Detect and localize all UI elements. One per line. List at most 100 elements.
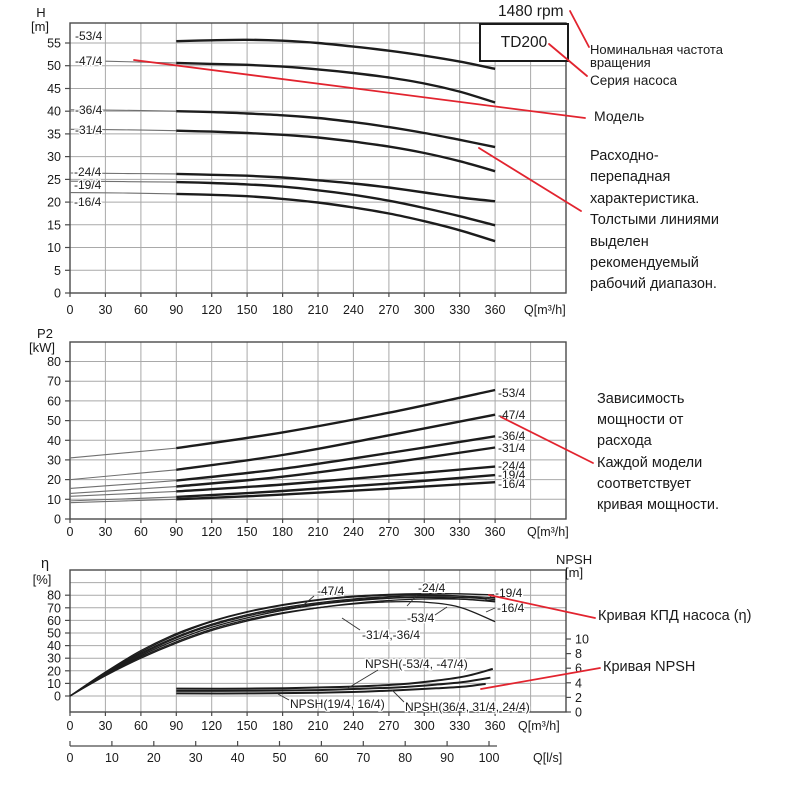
chart-power-flow: 0 30 60 90 120 150 180 210 240 270 300 330 360 0 10 20 3… bbox=[29, 326, 569, 539]
x-tick-label: 270 bbox=[378, 303, 399, 317]
ls-tick-label: 50 bbox=[273, 751, 287, 765]
x-tick-label: 270 bbox=[378, 719, 399, 733]
annotation-flow-head-curve: Расходно- перепадная характеристика. Тол… bbox=[590, 148, 719, 293]
annotation-model: Модель bbox=[594, 108, 645, 124]
curve-thin--19/4 bbox=[69, 496, 177, 502]
x-tick-label: 60 bbox=[134, 719, 148, 733]
curve--31/4 bbox=[176, 129, 496, 173]
curve-label: -47/4 bbox=[498, 408, 526, 422]
curve--31/4 bbox=[176, 446, 496, 488]
x-axis-unit-label: Q[m³/h] bbox=[527, 525, 569, 539]
y-tick-label: 70 bbox=[47, 601, 61, 615]
x-tick-label: 210 bbox=[308, 525, 329, 539]
curve--19/4 bbox=[176, 180, 496, 227]
curve--19/4 bbox=[176, 473, 496, 499]
x-tick-label: 120 bbox=[201, 719, 222, 733]
x-tick-label: 120 bbox=[201, 303, 222, 317]
y-tick-label: 0 bbox=[54, 690, 61, 704]
y-tick-label: 35 bbox=[47, 127, 61, 141]
x-tick-label: 240 bbox=[343, 303, 364, 317]
y-tick-label: 50 bbox=[47, 627, 61, 641]
x-tick-label: 120 bbox=[201, 525, 222, 539]
y-tick-label: 10 bbox=[47, 241, 61, 255]
curve--47/4 bbox=[176, 61, 496, 104]
x-tick-label: 180 bbox=[272, 525, 293, 539]
y-tick-label: 20 bbox=[47, 664, 61, 678]
y-tick-label: 30 bbox=[47, 150, 61, 164]
curve-thin--36/4 bbox=[69, 480, 177, 490]
curve-label: -16/4 bbox=[497, 601, 525, 615]
x-axis-unit-label: Q[m³/h] bbox=[524, 303, 566, 317]
y-axis-title: P2 bbox=[37, 326, 53, 341]
curve-label: -24/4 bbox=[74, 165, 102, 179]
x-tick-label: 360 bbox=[485, 303, 506, 317]
curve--36/4 bbox=[176, 435, 496, 482]
npsh-tick-label: 6 bbox=[575, 662, 582, 676]
curve-label: -31/4 bbox=[498, 441, 526, 455]
ls-tick-label: 0 bbox=[67, 751, 74, 765]
curve-label: -53/4 bbox=[75, 29, 103, 43]
npsh-curve bbox=[176, 676, 491, 692]
x-tick-label: 90 bbox=[169, 719, 183, 733]
y-tick-label: 5 bbox=[54, 264, 61, 278]
annotation-nominal-speed: Номинальная частота вращения bbox=[590, 42, 723, 70]
curve-thin--19/4 bbox=[69, 180, 177, 183]
x-tick-label: 330 bbox=[449, 303, 470, 317]
x-tick-label: 360 bbox=[485, 719, 506, 733]
x-tick-label: 150 bbox=[237, 525, 258, 539]
y-tick-label: 0 bbox=[54, 513, 61, 527]
npsh-curve bbox=[176, 667, 494, 690]
y-tick-label: 60 bbox=[47, 394, 61, 408]
pump-series-box: TD200 bbox=[479, 23, 569, 62]
y-axis-title: H bbox=[36, 5, 45, 20]
x-tick-label: 30 bbox=[98, 303, 112, 317]
ls-tick-label: 90 bbox=[440, 751, 454, 765]
curve-thin--24/4 bbox=[69, 490, 177, 497]
ls-tick-label: 30 bbox=[189, 751, 203, 765]
y-tick-label: 20 bbox=[47, 196, 61, 210]
curve--24/4 bbox=[176, 172, 496, 203]
annotation-npsh-curve: Кривая NPSH bbox=[603, 659, 696, 675]
annotation-efficiency-curve: Кривая КПД насоса (η) bbox=[598, 608, 752, 624]
x-tick-label: 210 bbox=[308, 303, 329, 317]
x-tick-label: 240 bbox=[343, 719, 364, 733]
x-tick-label: 300 bbox=[414, 719, 435, 733]
curve-label: -19/4 bbox=[498, 468, 526, 482]
y-tick-label: 45 bbox=[47, 82, 61, 96]
y-tick-label: 70 bbox=[47, 375, 61, 389]
x-tick-label: 330 bbox=[449, 525, 470, 539]
curve--16/4 bbox=[176, 192, 496, 243]
annotation-power-curve: Зависимость мощности от расхода Каждой м… bbox=[597, 391, 720, 514]
curve-label: -47/4 bbox=[75, 54, 103, 68]
npsh-axis-unit: [m] bbox=[565, 565, 583, 580]
npsh-axis-title: NPSH bbox=[556, 552, 592, 567]
curve-label: -36/4 bbox=[75, 103, 103, 117]
x-tick-label: 0 bbox=[67, 303, 74, 317]
x-tick-label: 330 bbox=[449, 719, 470, 733]
y-tick-label: 30 bbox=[47, 453, 61, 467]
ls-axis-unit-label: Q[l/s] bbox=[533, 751, 562, 765]
y-tick-label: 50 bbox=[47, 414, 61, 428]
y-axis-unit: [%] bbox=[33, 572, 52, 587]
y-tick-label: 55 bbox=[47, 37, 61, 51]
x-tick-label: 360 bbox=[485, 525, 506, 539]
curve-label: -47/4 bbox=[317, 584, 345, 598]
x-tick-label: 300 bbox=[414, 525, 435, 539]
npsh-curve bbox=[176, 682, 486, 695]
curve-label: -19/4 bbox=[495, 586, 523, 600]
y-tick-label: 40 bbox=[47, 105, 61, 119]
x-tick-label: 150 bbox=[237, 719, 258, 733]
y-tick-label: 80 bbox=[47, 589, 61, 603]
npsh-tick-label: 10 bbox=[575, 633, 589, 647]
curve-thin--31/4 bbox=[69, 128, 177, 132]
x-tick-label: 30 bbox=[98, 719, 112, 733]
curve-thin--16/4 bbox=[69, 498, 177, 504]
ls-tick-label: 80 bbox=[398, 751, 412, 765]
chart-efficiency-npsh: 0 30 60 90 120 150 180 210 240 270 300 330 360010203… bbox=[33, 552, 593, 765]
y-tick-label: 10 bbox=[47, 677, 61, 691]
curve-label: -31/4,-36/4 bbox=[362, 628, 420, 642]
y-tick-label: 60 bbox=[47, 614, 61, 628]
x-tick-label: 0 bbox=[67, 525, 74, 539]
curve-label: NPSH(-53/4, -47/4) bbox=[365, 657, 468, 671]
